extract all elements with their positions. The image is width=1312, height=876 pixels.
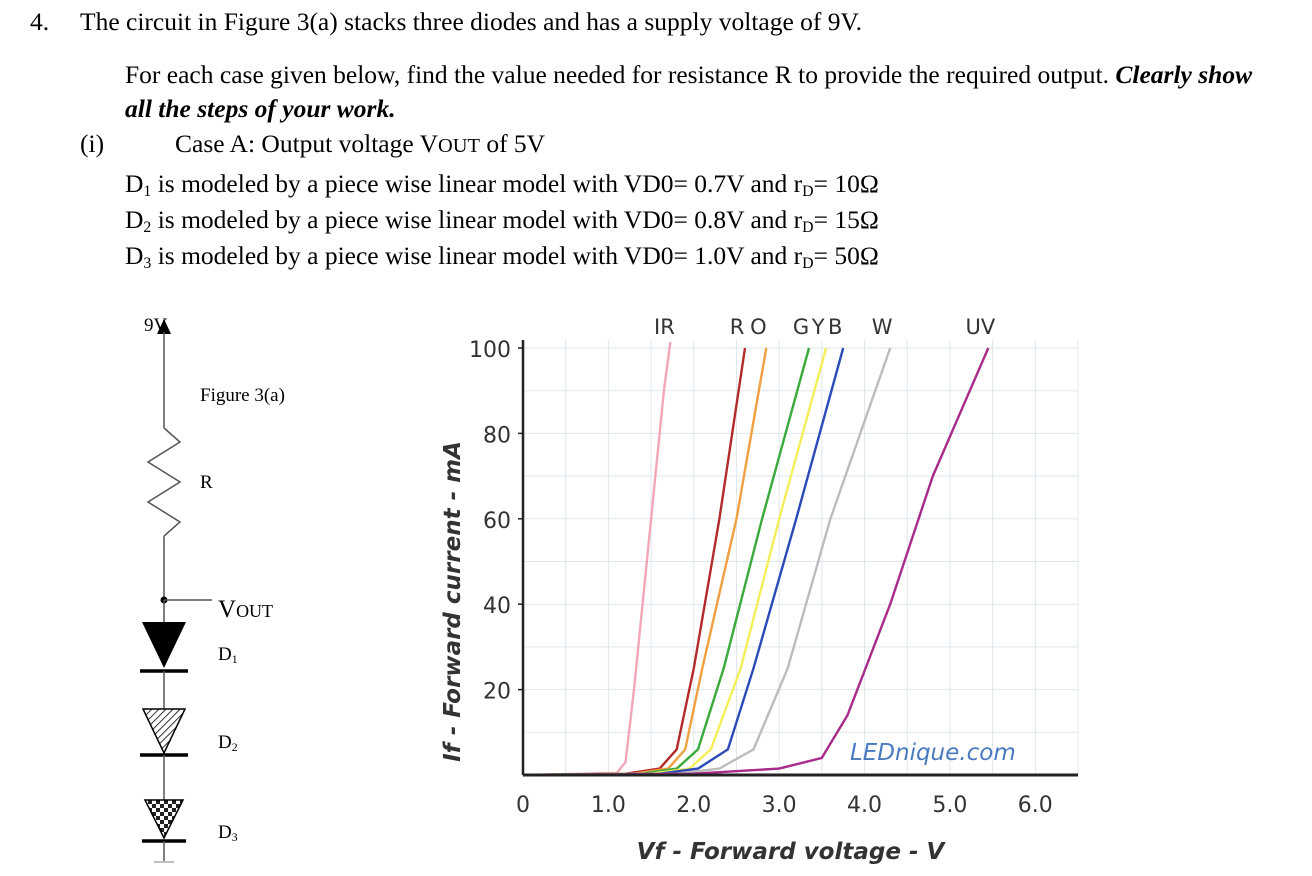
d2-label-text: D <box>218 732 232 753</box>
d1-label-text: D <box>218 644 232 665</box>
resistor-zigzag <box>146 427 182 537</box>
series-label-b: B <box>828 315 842 339</box>
y-tick-label: 80 <box>483 423 511 448</box>
instruction-text: For each case given below, find the valu… <box>125 60 1110 89</box>
diode-rsub: D <box>802 254 814 272</box>
series-label-o: O <box>750 315 767 339</box>
vout-label: VOUT <box>218 597 273 622</box>
diode-d1-icon <box>142 622 186 668</box>
d3-label-sub: 3 <box>231 830 238 844</box>
diode-rval: = 10Ω <box>813 169 879 198</box>
diode-d2-icon <box>141 708 187 755</box>
case-label-sub: OUT <box>438 135 480 157</box>
resistor-label: R <box>200 472 213 493</box>
x-tick-label: 6.0 <box>1018 793 1053 818</box>
diode-spec-1: D1 is modeled by a piece wise linear mod… <box>125 171 879 200</box>
series-label-uv: UV <box>965 315 995 339</box>
diode-name: D <box>125 241 144 270</box>
x-tick-label: 3.0 <box>762 793 797 818</box>
figure-caption: Figure 3(a) <box>200 385 285 406</box>
diode-rval: = 15Ω <box>813 205 879 234</box>
d2-label: D2 <box>218 733 238 754</box>
led-iv-chart: 20 40 60 80 100 0 1.0 2.0 3.0 4.0 5.0 6.0 Vf - Forwa… <box>440 315 1079 865</box>
x-tick-label: 1.0 <box>591 793 626 818</box>
diode-d3-icon <box>143 799 185 840</box>
diode-sub: 3 <box>143 254 152 272</box>
supply-label: 9V <box>144 315 168 336</box>
d3-label: D3 <box>218 823 238 844</box>
series-label-ir: IR <box>654 315 675 339</box>
x-tick-label: 5.0 <box>932 793 967 818</box>
diode-rval: = 50Ω <box>813 241 879 270</box>
diode-sub: 1 <box>143 182 152 200</box>
diode-name: D <box>125 205 144 234</box>
y-tick-label: 20 <box>483 680 511 705</box>
case-number: (i) <box>80 129 105 158</box>
diode-text: is modeled by a piece wise linear model … <box>151 241 803 270</box>
diode-text: is modeled by a piece wise linear model … <box>151 205 803 234</box>
series-label-y: Y <box>811 315 825 339</box>
y-tick-label: 100 <box>469 338 511 363</box>
series-label-g: G <box>793 315 809 339</box>
diode-rsub: D <box>802 218 814 236</box>
x-tick-label: 4.0 <box>847 793 882 818</box>
diode-spec-3: D3 is modeled by a piece wise linear mod… <box>125 243 879 272</box>
diode-rsub: D <box>802 182 814 200</box>
y-tick-label: 40 <box>483 594 511 619</box>
x-tick-label: 2.0 <box>676 793 711 818</box>
watermark-label: LEDnique.com <box>850 740 1016 766</box>
question-text: The circuit in Figure 3(a) stacks three … <box>80 7 863 36</box>
series-line-uv <box>523 347 990 775</box>
diode-text: is modeled by a piece wise linear model … <box>151 169 803 198</box>
series-label-w: W <box>872 315 893 339</box>
d3-label-text: D <box>218 822 232 843</box>
vout-label-sub: OUT <box>236 601 274 621</box>
case-label-text: Case A: Output voltage V <box>175 129 439 158</box>
y-axis-label: If - Forward current - mA <box>440 441 466 762</box>
instruction-emphasis: Clearly show all the steps of your work. <box>125 60 1253 123</box>
diode-spec-2: D2 is modeled by a piece wise linear mod… <box>125 207 879 236</box>
case-value: of 5V <box>479 129 546 158</box>
supply-arrow-icon <box>157 319 171 334</box>
d2-label-sub: 2 <box>231 740 238 754</box>
case-label: Case A: Output voltage VOUT of 5V <box>175 131 545 157</box>
instruction-paragraph: For each case given below, find the valu… <box>125 58 1285 126</box>
diode-name: D <box>125 169 144 198</box>
circuit-diagram <box>140 319 212 863</box>
d1-label-sub: 1 <box>231 652 238 666</box>
plot-area <box>523 338 1078 775</box>
diode-sub: 2 <box>143 218 152 236</box>
series-label-r: R <box>730 315 745 339</box>
y-tick-label: 60 <box>483 509 511 534</box>
question-number: 4. <box>30 7 50 36</box>
x-tick-label: 0 <box>516 793 530 818</box>
d1-label: D1 <box>218 645 238 666</box>
x-axis-label: Vf - Forward voltage - V <box>637 839 947 865</box>
vout-label-text: V <box>218 596 237 623</box>
